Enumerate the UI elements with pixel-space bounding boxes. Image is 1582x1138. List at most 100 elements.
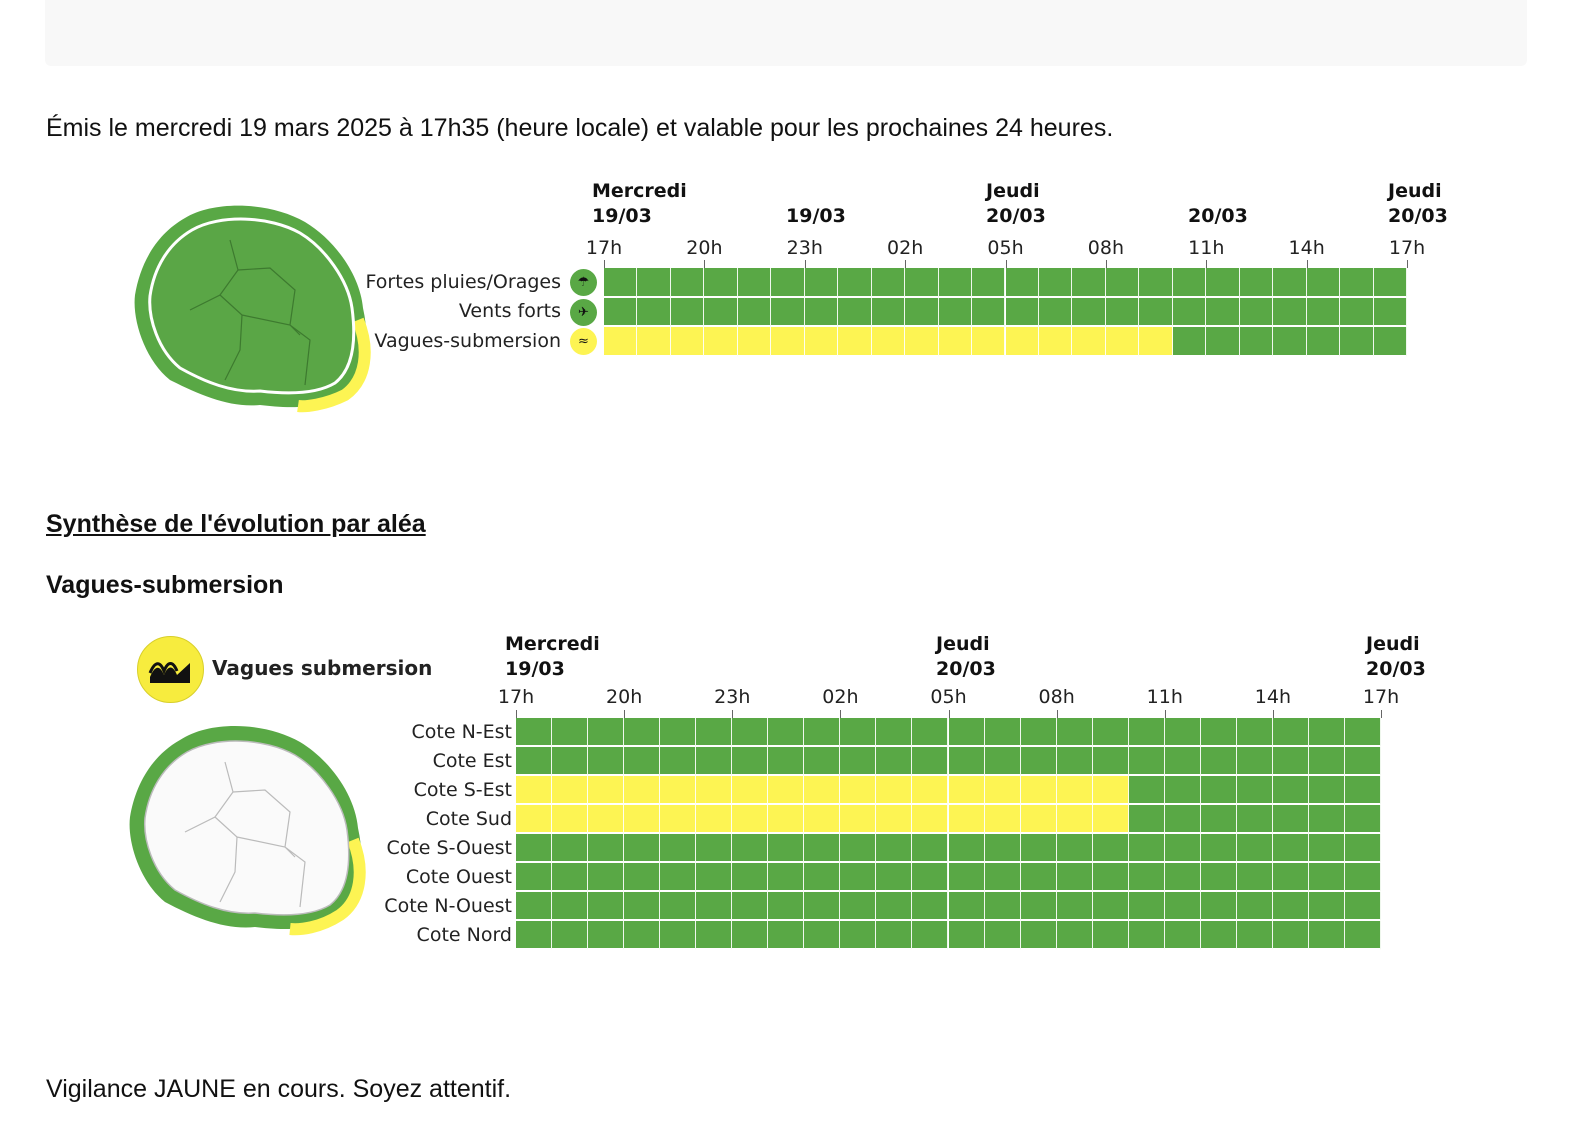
timeline-cell xyxy=(912,892,949,921)
timeline-cell xyxy=(1344,718,1381,747)
timeline-cell xyxy=(1105,327,1140,357)
timeline-cell xyxy=(588,892,625,921)
timeline-cell xyxy=(696,805,733,834)
timeline-cell xyxy=(624,718,661,747)
timeline-cell xyxy=(1038,268,1073,298)
day-label: Mercredi xyxy=(592,180,687,202)
timeline-cell xyxy=(984,921,1021,950)
timeline-cell xyxy=(1273,297,1307,327)
timeline-cell xyxy=(1128,921,1165,950)
timeline-cell xyxy=(1056,863,1093,892)
timeline-cell xyxy=(1200,892,1237,921)
hour-label: 08h xyxy=(1087,237,1124,259)
timeline-cell xyxy=(840,718,877,747)
timeline-cell xyxy=(1200,747,1237,776)
timeline-cell xyxy=(732,776,769,805)
timeline-cell xyxy=(905,327,939,357)
timeline-cell xyxy=(1092,718,1129,747)
timeline-cell xyxy=(1020,776,1057,805)
synthesis-title: Synthèse de l'évolution par aléa xyxy=(46,510,426,538)
timeline-cell xyxy=(871,327,906,357)
timeline-cell xyxy=(804,747,841,776)
timeline-cell xyxy=(1308,718,1345,747)
timeline-cell xyxy=(876,892,913,921)
timeline-cell xyxy=(1308,834,1345,863)
hour-tick xyxy=(604,260,605,268)
hour-label: 11h xyxy=(1146,686,1183,708)
timeline-cell xyxy=(1038,297,1073,327)
day-label: Jeudi xyxy=(936,633,990,655)
timeline-cell xyxy=(972,297,1006,327)
timeline-cell xyxy=(516,863,553,892)
timeline-cell xyxy=(670,327,705,357)
timeline-cell xyxy=(1072,268,1106,298)
timeline-cell xyxy=(1056,834,1093,863)
timeline-cell xyxy=(771,297,805,327)
timeline-cell xyxy=(588,863,625,892)
timeline-cell xyxy=(552,863,589,892)
timeline-cell xyxy=(1200,834,1237,863)
timeline-cell xyxy=(840,921,877,950)
timeline-cell xyxy=(1105,297,1140,327)
timeline-cell xyxy=(948,805,985,834)
timeline-cell xyxy=(912,776,949,805)
timeline-cell xyxy=(552,892,589,921)
timeline-cell xyxy=(1206,327,1240,357)
hour-tick xyxy=(1105,260,1107,268)
timeline-cell xyxy=(1038,327,1073,357)
timeline-cell xyxy=(704,327,738,357)
row-label: Cote S-Est xyxy=(413,778,512,801)
timeline-cell xyxy=(660,747,697,776)
timeline-cell xyxy=(1272,863,1309,892)
timeline-cell xyxy=(1373,268,1407,298)
timeline-cell xyxy=(1056,747,1093,776)
hour-tick xyxy=(1005,260,1007,268)
timeline-cell xyxy=(696,863,733,892)
timeline-cell xyxy=(670,297,705,327)
timeline-cell xyxy=(1164,863,1201,892)
hour-tick xyxy=(840,710,842,718)
timeline-cell xyxy=(588,747,625,776)
hour-label: 14h xyxy=(1254,686,1291,708)
timeline-cell xyxy=(768,747,805,776)
hour-tick xyxy=(732,710,734,718)
timeline-cell xyxy=(1272,892,1309,921)
timeline-cell xyxy=(876,747,913,776)
row-label: Cote Est xyxy=(432,749,512,772)
timeline-cell xyxy=(876,863,913,892)
timeline-cell xyxy=(804,297,839,327)
timeline-cell xyxy=(1005,297,1039,327)
hour-tick xyxy=(1206,260,1208,268)
timeline-cell xyxy=(1072,327,1106,357)
timeline-cell xyxy=(660,892,697,921)
timeline-cell xyxy=(905,268,939,298)
hour-label: 20h xyxy=(606,686,643,708)
row-label: Cote Nord xyxy=(416,923,512,946)
timeline-cell xyxy=(938,297,973,327)
timeline-cell xyxy=(1373,297,1407,327)
timeline-cell xyxy=(871,297,906,327)
timeline-cell xyxy=(604,297,638,327)
timeline-cell xyxy=(1128,776,1165,805)
timeline-cell xyxy=(804,863,841,892)
timeline-cell xyxy=(1128,805,1165,834)
timeline-cell xyxy=(938,268,973,298)
timeline-cell xyxy=(624,863,661,892)
timeline-cell xyxy=(737,297,772,327)
timeline-cell xyxy=(1308,747,1345,776)
timeline-cell xyxy=(1139,297,1173,327)
timeline-cell xyxy=(696,892,733,921)
hour-label: 05h xyxy=(930,686,967,708)
timeline-cell xyxy=(1273,327,1307,357)
timeline-cell xyxy=(1020,834,1057,863)
day-label: Jeudi xyxy=(1388,180,1442,202)
date-label: 20/03 xyxy=(986,205,1046,227)
timeline-cell xyxy=(876,718,913,747)
hour-label: 14h xyxy=(1288,237,1325,259)
hour-label: 05h xyxy=(987,237,1024,259)
timeline-cell xyxy=(1236,921,1273,950)
wind-icon: ✈ xyxy=(570,298,597,326)
timeline-cell xyxy=(696,718,733,747)
timeline-cell xyxy=(1239,297,1274,327)
timeline-cell xyxy=(948,921,985,950)
